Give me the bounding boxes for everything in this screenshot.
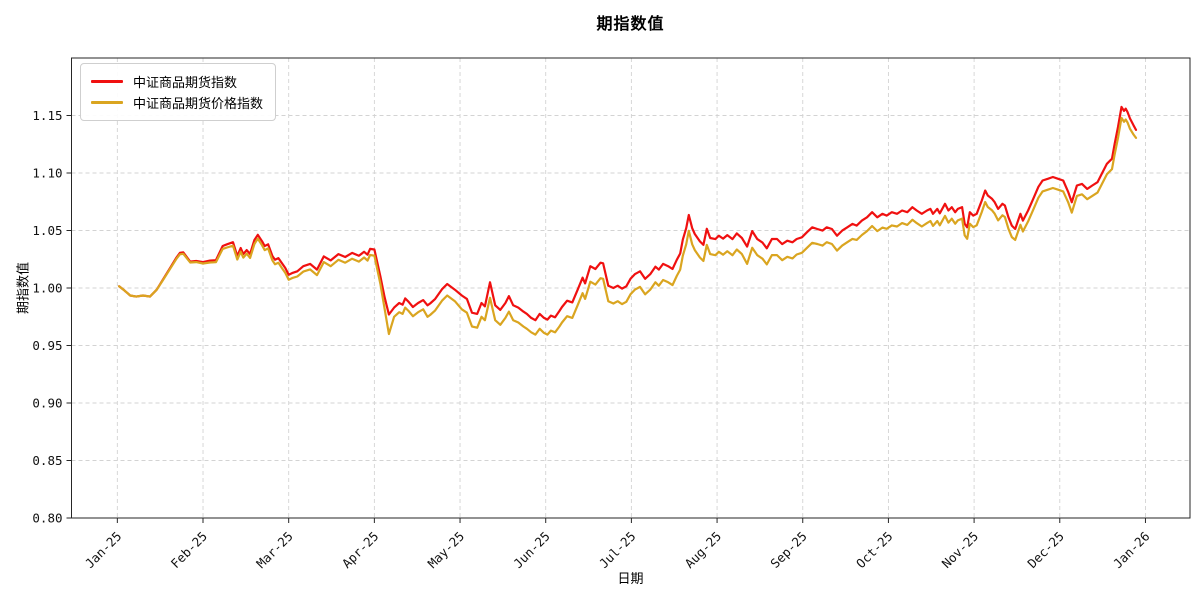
y-tick-label: 0.95 [32, 338, 62, 353]
legend-line-swatch-futures-index [91, 80, 123, 83]
chart-title: 期指数值 [596, 14, 665, 33]
series-line-futures-index [117, 105, 1138, 322]
x-tick-label: Mar-25 [253, 529, 296, 572]
y-axis-title: 期指数值 [16, 261, 32, 315]
x-axis-title: 日期 [617, 572, 644, 587]
y-tick-label: 1.15 [32, 108, 62, 123]
y-tick-label: 1.10 [32, 165, 62, 180]
x-tick-label: Dec-25 [1024, 529, 1067, 572]
legend: 中证商品期货指数中证商品期货价格指数 [80, 63, 277, 121]
x-tick-label: Nov-25 [939, 529, 982, 572]
legend-item: 中证商品期货价格指数 [91, 92, 263, 113]
y-tick-label: 0.85 [32, 453, 62, 468]
y-tick-label: 1.05 [32, 223, 62, 238]
y-tick-label: 0.90 [32, 395, 62, 410]
x-tick-label: Oct-25 [853, 529, 896, 572]
x-tick-label: Sep-25 [767, 529, 810, 572]
x-tick-label: Feb-25 [168, 529, 211, 572]
y-tick-label: 0.80 [32, 510, 62, 525]
x-tick-label: Jan-26 [1110, 529, 1153, 572]
legend-item: 中证商品期货指数 [91, 71, 263, 92]
x-tick-label: Jun-25 [510, 529, 553, 572]
x-tick-label: May-25 [425, 529, 468, 572]
series-line-price-index [117, 116, 1138, 336]
plot-border [71, 57, 1191, 519]
x-tick-label: Jan-25 [82, 529, 125, 572]
x-tick-label: Jul-25 [596, 529, 639, 572]
x-tick-label: Aug-25 [682, 529, 725, 572]
y-tick-label: 1.00 [32, 280, 62, 295]
legend-line-swatch-price-index [91, 101, 123, 104]
legend-label: 中证商品期货指数 [133, 76, 238, 91]
legend-label: 中证商品期货价格指数 [133, 97, 264, 112]
x-tick-label: Apr-25 [339, 529, 382, 572]
